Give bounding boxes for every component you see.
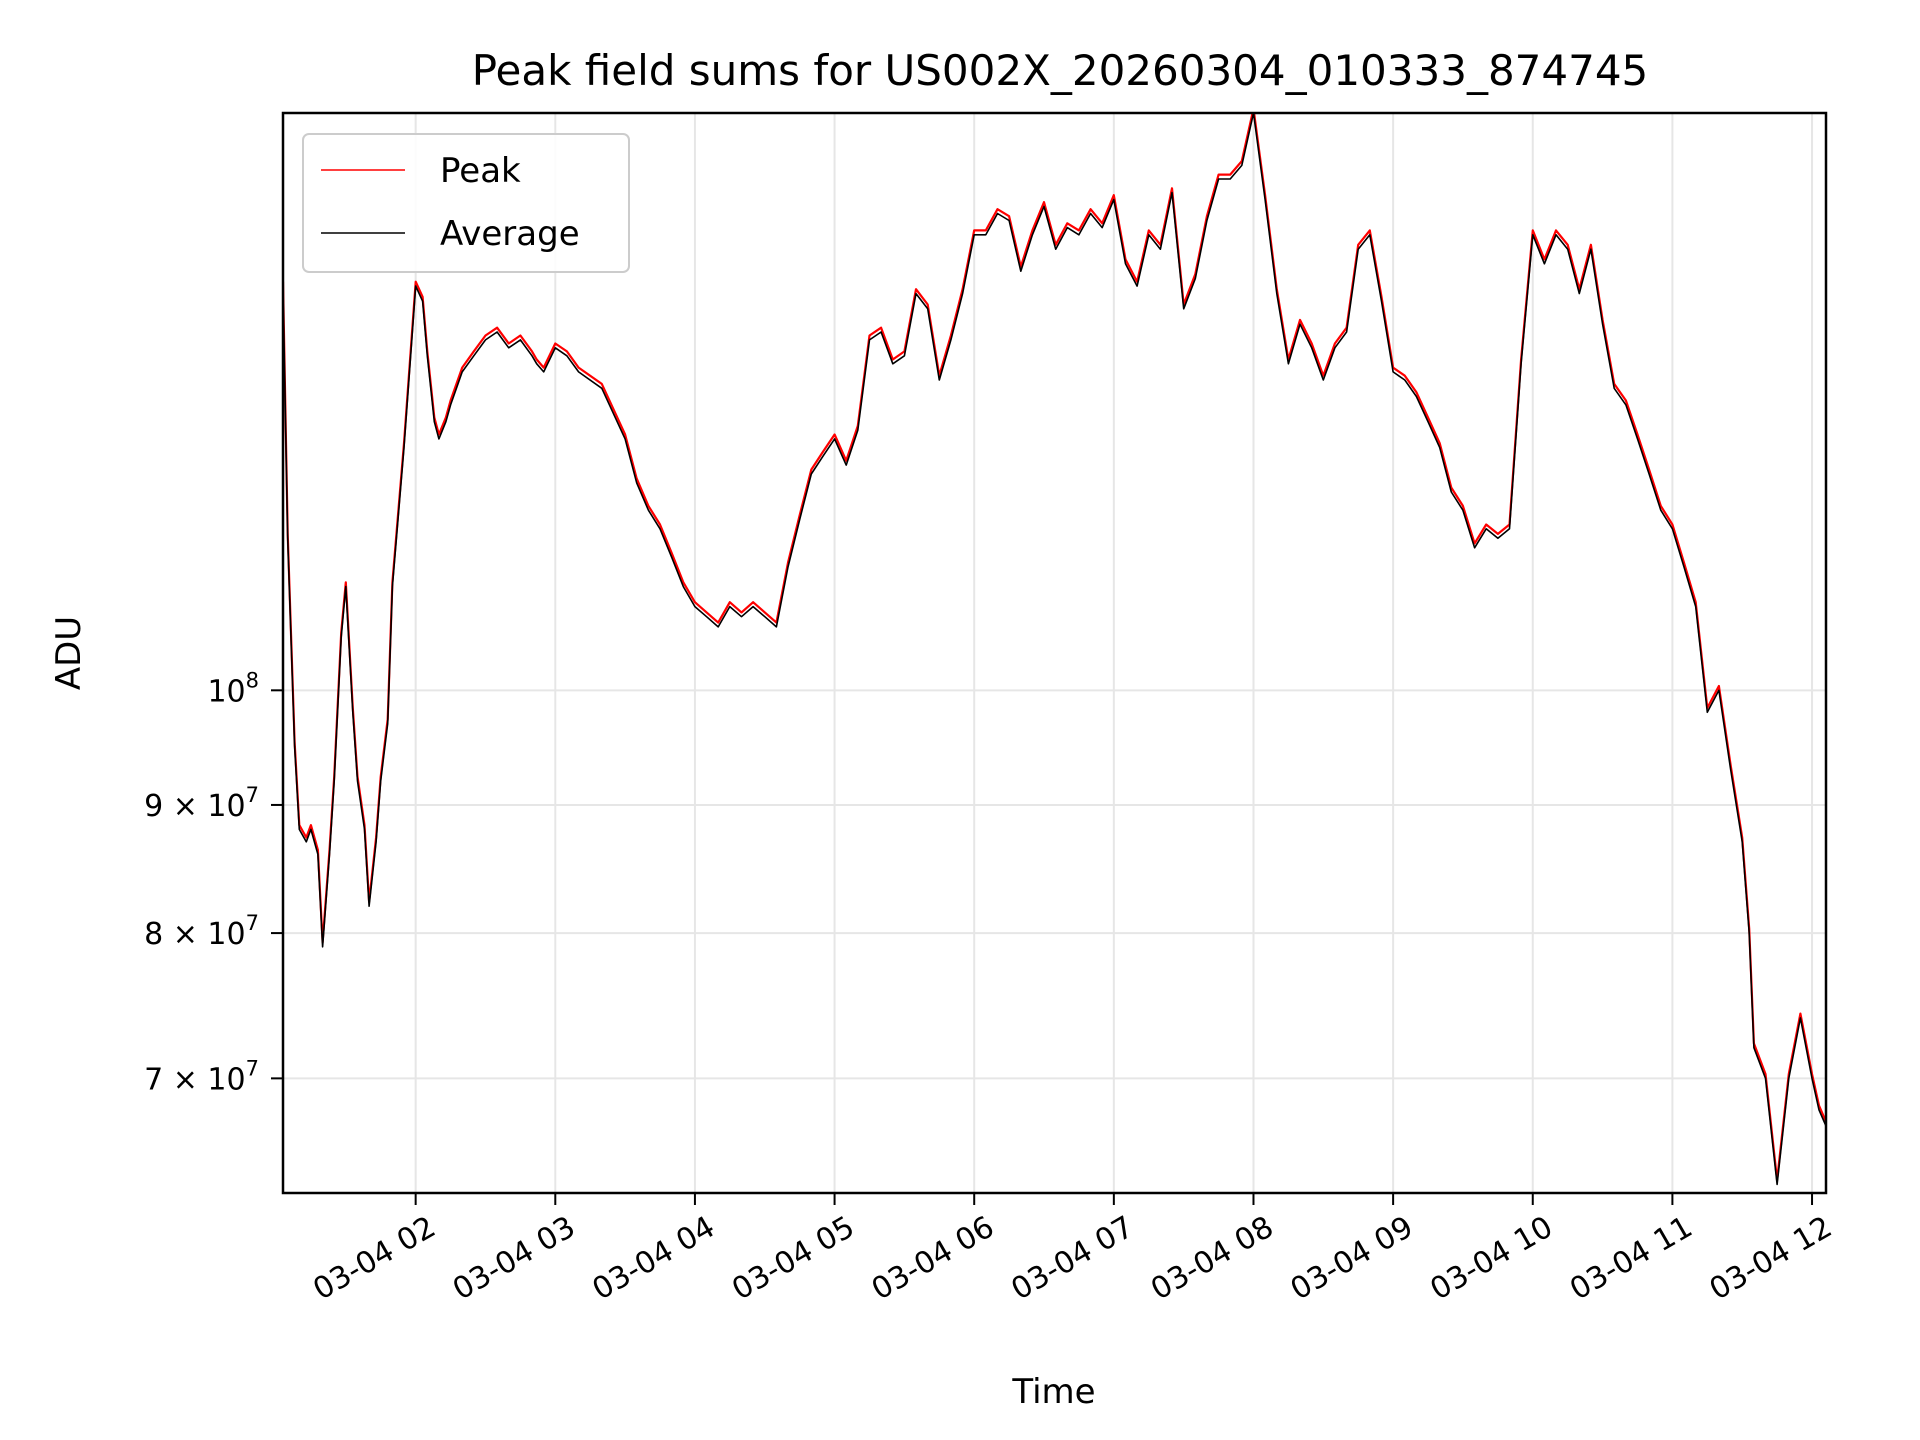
legend-label-average: Average	[440, 214, 580, 254]
x-tick-label: 03-04 10	[1424, 1210, 1558, 1308]
plot-frame	[281, 111, 1828, 1195]
series-line-peak	[283, 113, 1826, 1182]
y-tick-label: 9 × 107	[144, 783, 259, 824]
x-tick-label: 03-04 02	[307, 1210, 441, 1308]
y-axis-ticks: 7 × 107 8 × 107 9 × 107 108	[144, 668, 283, 1097]
legend-label-peak: Peak	[440, 151, 521, 191]
x-tick-label: 03-04 03	[447, 1210, 581, 1308]
x-axis-ticks: 03-04 02 03-04 03 03-04 04 03-04 05 03-04 06…	[307, 1193, 1838, 1307]
y-tick-label: 7 × 107	[144, 1056, 259, 1097]
x-tick-label: 03-04 09	[1285, 1210, 1419, 1308]
x-tick-label: 03-04 04	[587, 1210, 721, 1308]
x-axis-label: Time	[1011, 1372, 1095, 1412]
x-tick-label: 03-04 06	[866, 1210, 1000, 1308]
y-axis-label: ADU	[49, 616, 89, 690]
x-tick-label: 03-04 07	[1006, 1210, 1140, 1308]
x-tick-label: 03-04 05	[726, 1210, 860, 1308]
y-tick-label: 108	[207, 668, 259, 709]
chart-title: Peak field sums for US002X_20260304_0103…	[472, 46, 1649, 95]
x-tick-label: 03-04 12	[1704, 1210, 1838, 1308]
series-line-average	[283, 113, 1826, 1186]
x-tick-label: 03-04 11	[1564, 1210, 1698, 1308]
y-tick-label: 8 × 107	[144, 911, 259, 952]
x-tick-label: 03-04 08	[1145, 1210, 1279, 1308]
grid-lines	[283, 113, 1826, 1193]
legend: Peak Average	[302, 133, 630, 273]
series-lines	[283, 113, 1826, 1186]
legend-box	[302, 133, 630, 273]
